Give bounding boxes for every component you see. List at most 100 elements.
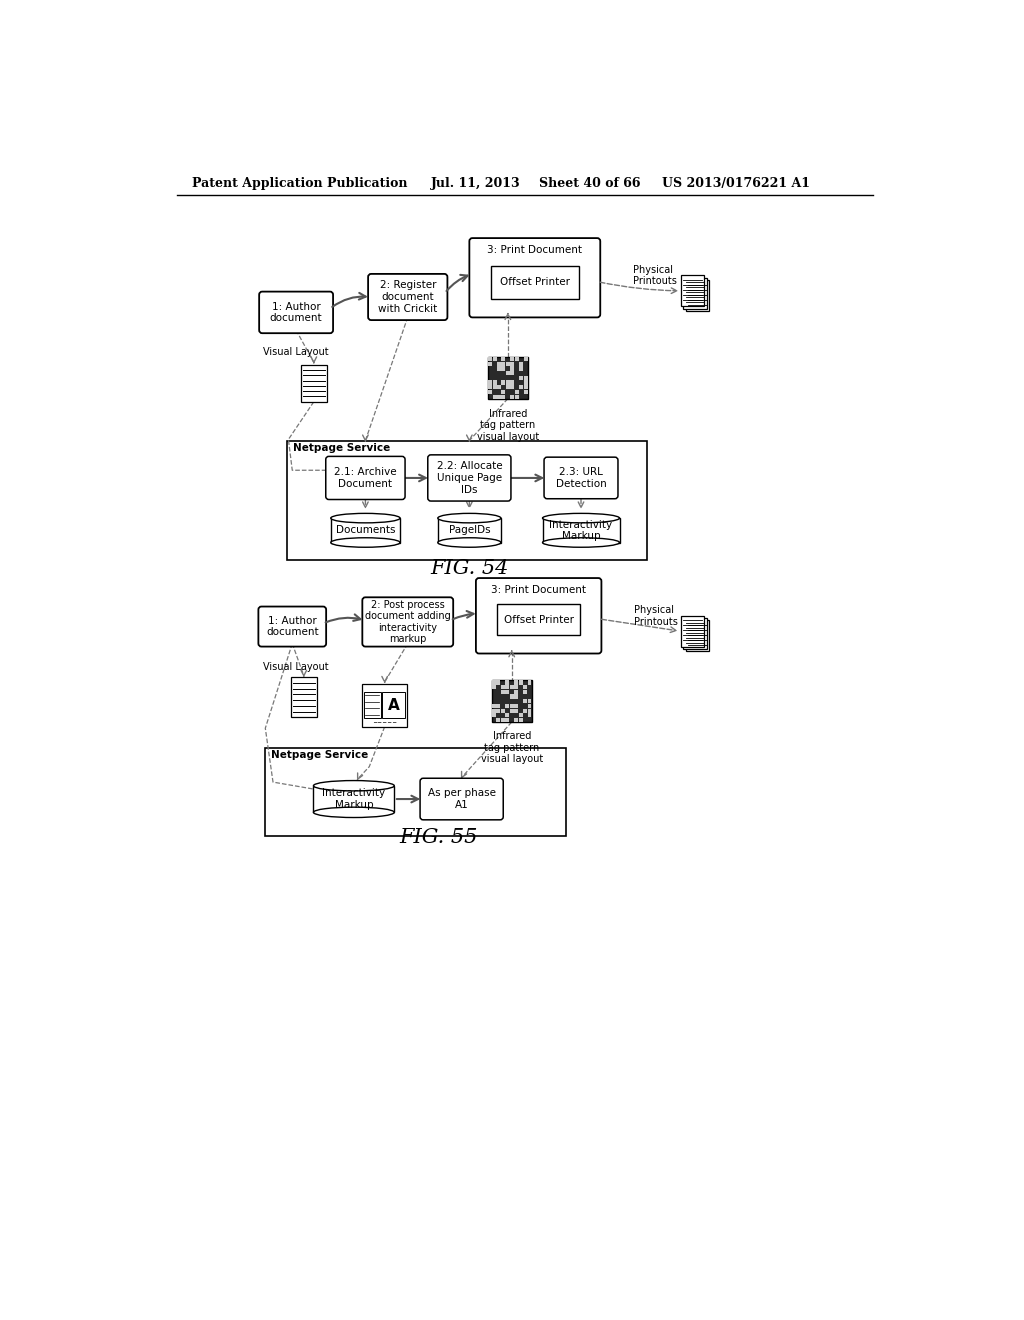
FancyBboxPatch shape (258, 607, 326, 647)
Text: Netpage Service: Netpage Service (293, 442, 390, 453)
Bar (501, 685, 505, 689)
Bar (527, 700, 531, 704)
Text: A: A (388, 697, 399, 713)
Bar (488, 356, 493, 362)
Bar (506, 362, 510, 366)
FancyBboxPatch shape (368, 275, 447, 321)
Text: Patent Application Publication: Patent Application Publication (193, 177, 408, 190)
Bar (683, 618, 707, 649)
Bar (502, 395, 506, 399)
Bar (519, 376, 523, 380)
Text: As per phase
A1: As per phase A1 (428, 788, 496, 810)
Ellipse shape (313, 807, 394, 817)
Bar (523, 690, 527, 694)
Bar (523, 356, 527, 362)
Bar (523, 700, 527, 704)
Bar (510, 685, 514, 689)
Bar (497, 395, 501, 399)
Text: ─ ─ ─ ─ ─: ─ ─ ─ ─ ─ (373, 721, 396, 726)
FancyBboxPatch shape (259, 292, 333, 333)
Bar (519, 385, 523, 389)
Text: 2: Post process
document adding
interactivity
markup: 2: Post process document adding interact… (365, 599, 451, 644)
Text: PageIDs: PageIDs (449, 525, 490, 536)
Bar (497, 605, 581, 635)
Bar (523, 385, 527, 389)
Bar (505, 704, 509, 708)
Bar (364, 692, 381, 718)
FancyBboxPatch shape (428, 455, 511, 502)
Text: FIG. 55: FIG. 55 (399, 828, 478, 847)
Bar (514, 704, 518, 708)
Text: Offset Printer: Offset Printer (500, 277, 569, 288)
Bar (492, 709, 496, 713)
Bar (510, 367, 514, 371)
Bar (510, 709, 514, 713)
Bar (514, 685, 518, 689)
Bar (502, 380, 506, 384)
Bar (501, 718, 505, 722)
Bar (518, 680, 522, 685)
Bar (502, 362, 506, 366)
Bar (510, 385, 514, 389)
Bar (331, 519, 400, 543)
FancyBboxPatch shape (326, 457, 406, 499)
Text: Documents: Documents (336, 525, 395, 536)
Text: 2.1: Archive
Document: 2.1: Archive Document (334, 467, 396, 488)
Text: 3: Print Document: 3: Print Document (492, 585, 586, 594)
Bar (510, 362, 514, 366)
Ellipse shape (438, 513, 501, 523)
Text: Infrared
tag pattern
visual layout: Infrared tag pattern visual layout (480, 731, 543, 764)
Ellipse shape (543, 537, 620, 548)
Bar (527, 709, 531, 713)
Bar (497, 680, 501, 685)
Bar (523, 380, 527, 384)
Bar (514, 718, 518, 722)
Text: Sheet 40 of 66: Sheet 40 of 66 (539, 177, 640, 190)
Bar (510, 395, 514, 399)
Bar (523, 709, 527, 713)
Bar (291, 677, 316, 718)
Bar (497, 704, 501, 708)
Bar (493, 395, 497, 399)
Bar (502, 356, 506, 362)
Bar (492, 685, 496, 689)
Bar (492, 704, 496, 708)
Bar (501, 709, 505, 713)
Text: 2.2: Allocate
Unique Page
IDs: 2.2: Allocate Unique Page IDs (436, 462, 502, 495)
Text: Interactivity
Markup: Interactivity Markup (323, 788, 385, 810)
Text: 2: Register
document
with Crickit: 2: Register document with Crickit (378, 280, 437, 314)
Bar (287, 441, 647, 560)
Ellipse shape (438, 537, 501, 548)
Ellipse shape (331, 537, 400, 548)
Bar (505, 718, 509, 722)
Text: FIG. 54: FIG. 54 (430, 558, 509, 578)
Bar (492, 713, 496, 718)
Bar (510, 356, 514, 362)
Bar (510, 380, 514, 384)
Bar (492, 680, 496, 685)
Bar (527, 704, 531, 708)
Bar (515, 389, 519, 395)
Bar (505, 685, 509, 689)
Bar (438, 519, 501, 543)
Bar (313, 785, 394, 812)
Bar (514, 690, 518, 694)
Bar (487, 356, 528, 399)
Bar (514, 694, 518, 698)
Text: 3: Print Document: 3: Print Document (487, 244, 583, 255)
Bar (362, 684, 407, 726)
FancyBboxPatch shape (420, 779, 503, 820)
Bar (488, 380, 493, 384)
FancyBboxPatch shape (469, 238, 600, 317)
Bar (488, 389, 493, 395)
Bar (527, 713, 531, 718)
Bar (519, 362, 523, 366)
Bar (514, 680, 518, 685)
Bar (502, 389, 506, 395)
Bar (527, 680, 531, 685)
Bar (497, 709, 501, 713)
FancyBboxPatch shape (544, 457, 617, 499)
Bar (492, 680, 531, 722)
Bar (506, 380, 510, 384)
Text: Jul. 11, 2013: Jul. 11, 2013 (431, 177, 520, 190)
